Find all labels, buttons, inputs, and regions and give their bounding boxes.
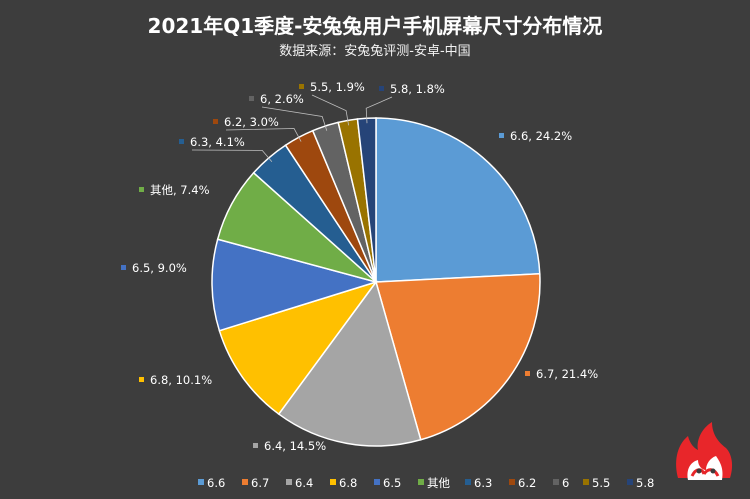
pie-slice-6-7 (375, 272, 541, 441)
label-color-marker (253, 443, 258, 448)
legend-label-other: 其他 (427, 476, 450, 490)
legend-label-5-5: 5.5 (592, 476, 610, 490)
data-label-6-5: 6.5, 9.0% (132, 261, 187, 275)
leader-line (311, 94, 349, 126)
label-color-marker (139, 377, 144, 382)
label-color-marker (213, 119, 218, 124)
legend-swatch-6-6 (198, 479, 204, 485)
legend-swatch-6-8 (330, 479, 336, 485)
data-label-other: 其他, 7.4% (150, 183, 210, 197)
chart-subtitle: 数据来源：安兔兔评测-安卓-中国 (279, 44, 471, 59)
label-color-marker (121, 265, 126, 270)
label-color-marker (379, 86, 384, 91)
label-leader-lines (191, 94, 393, 162)
data-label-6-6: 6.6, 24.2% (510, 129, 572, 143)
label-color-marker (299, 84, 304, 89)
legend-label-6-6: 6.6 (207, 476, 225, 490)
label-color-marker (525, 371, 530, 376)
legend-label-6-8: 6.8 (339, 476, 357, 490)
chart-legend: 6.6 6.7 6.4 6.8 6.5 其他 6.3 6.2 6 5.5 5.8 (198, 476, 654, 490)
antutu-logo-icon (676, 422, 733, 480)
label-color-marker (499, 133, 504, 138)
data-label-6-2: 6.2, 3.0% (224, 115, 279, 129)
data-label-6: 6, 2.6% (260, 92, 304, 106)
legend-label-6-2: 6.2 (518, 476, 536, 490)
pie-slice-6-4 (277, 280, 422, 447)
legend-label-5-8: 5.8 (636, 476, 654, 490)
leader-line (365, 96, 393, 124)
legend-swatch-6-7 (242, 479, 248, 485)
pie-slice-6-8 (218, 280, 378, 416)
legend-label-6: 6 (562, 476, 569, 490)
legend-swatch-5-5 (583, 479, 589, 485)
chart-title: 2021年Q1季度-安兔兔用户手机屏幕尺寸分布情况 (147, 14, 603, 38)
legend-swatch-6-5 (374, 479, 380, 485)
data-labels: 6.6, 24.2% 6.7, 21.4% 6.4, 14.5% 6.8, 10.1%… (121, 80, 598, 453)
legend-swatch-6 (553, 479, 559, 485)
legend-swatch-other (418, 479, 424, 485)
legend-label-6-7: 6.7 (251, 476, 269, 490)
data-label-5-5: 5.5, 1.9% (310, 80, 365, 94)
legend-swatch-6-2 (509, 479, 515, 485)
data-label-6-4: 6.4, 14.5% (264, 439, 326, 453)
label-color-marker (139, 187, 144, 192)
pie-slice-6-6 (375, 117, 541, 283)
leader-line (225, 128, 302, 142)
legend-label-6-3: 6.3 (474, 476, 492, 490)
label-color-marker (249, 96, 254, 101)
leader-line (261, 106, 328, 131)
label-color-marker (179, 139, 184, 144)
pie-slices (211, 117, 541, 447)
data-label-6-7: 6.7, 21.4% (536, 367, 598, 381)
data-label-6-3: 6.3, 4.1% (190, 135, 245, 149)
legend-swatch-6-3 (465, 479, 471, 485)
data-label-6-8: 6.8, 10.1% (150, 373, 212, 387)
legend-swatch-5-8 (627, 479, 633, 485)
leader-line (191, 149, 273, 162)
legend-swatch-6-4 (286, 479, 292, 485)
pie-slice-6-5 (211, 238, 379, 332)
legend-label-6-4: 6.4 (295, 476, 313, 490)
data-label-5-8: 5.8, 1.8% (390, 82, 445, 96)
legend-label-6-5: 6.5 (383, 476, 401, 490)
